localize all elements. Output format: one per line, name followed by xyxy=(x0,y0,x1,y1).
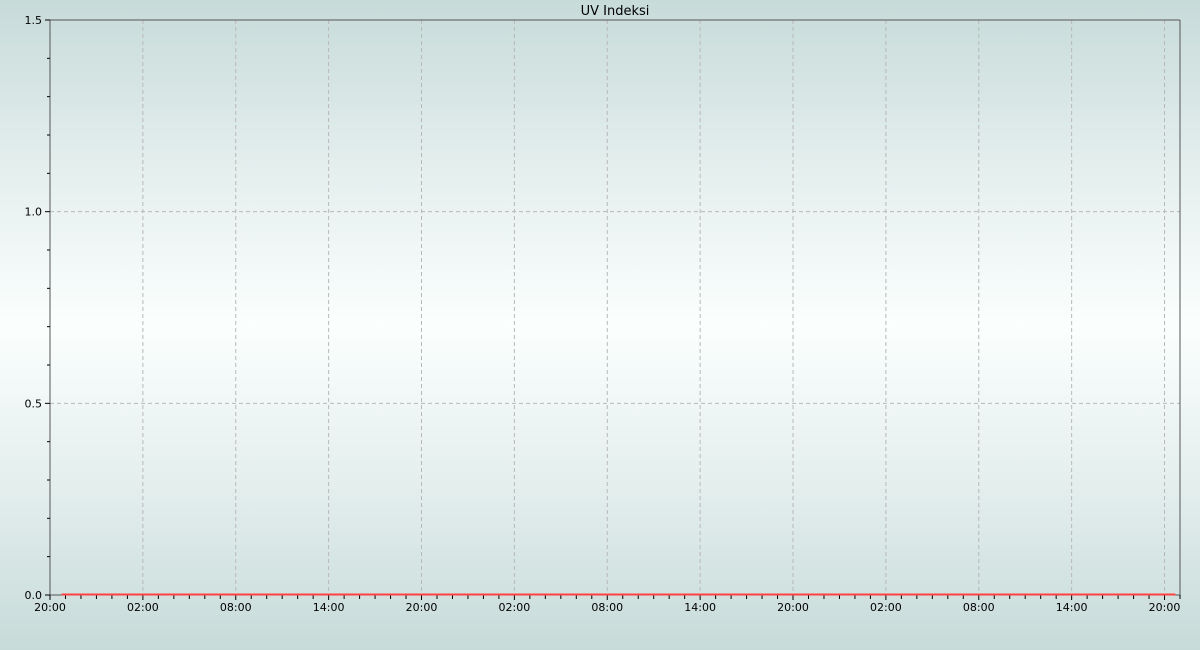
x-tick-label: 02:00 xyxy=(870,601,902,614)
y-tick-label: 1.0 xyxy=(25,206,43,219)
x-tick-label: 08:00 xyxy=(220,601,252,614)
x-tick-label: 02:00 xyxy=(499,601,531,614)
x-tick-label: 14:00 xyxy=(684,601,716,614)
y-tick-label: 0.0 xyxy=(25,589,43,602)
x-tick-label: 14:00 xyxy=(313,601,345,614)
x-tick-label: 20:00 xyxy=(34,601,66,614)
x-tick-label: 20:00 xyxy=(777,601,809,614)
y-tick-label: 0.5 xyxy=(25,397,43,410)
y-tick-label: 1.5 xyxy=(25,14,43,27)
x-tick-label: 08:00 xyxy=(591,601,623,614)
x-tick-label: 20:00 xyxy=(406,601,438,614)
x-tick-label: 02:00 xyxy=(127,601,159,614)
x-tick-label: 20:00 xyxy=(1149,601,1181,614)
x-tick-label: 08:00 xyxy=(963,601,995,614)
x-tick-label: 14:00 xyxy=(1056,601,1088,614)
chart-title: UV Indeksi xyxy=(581,4,650,19)
